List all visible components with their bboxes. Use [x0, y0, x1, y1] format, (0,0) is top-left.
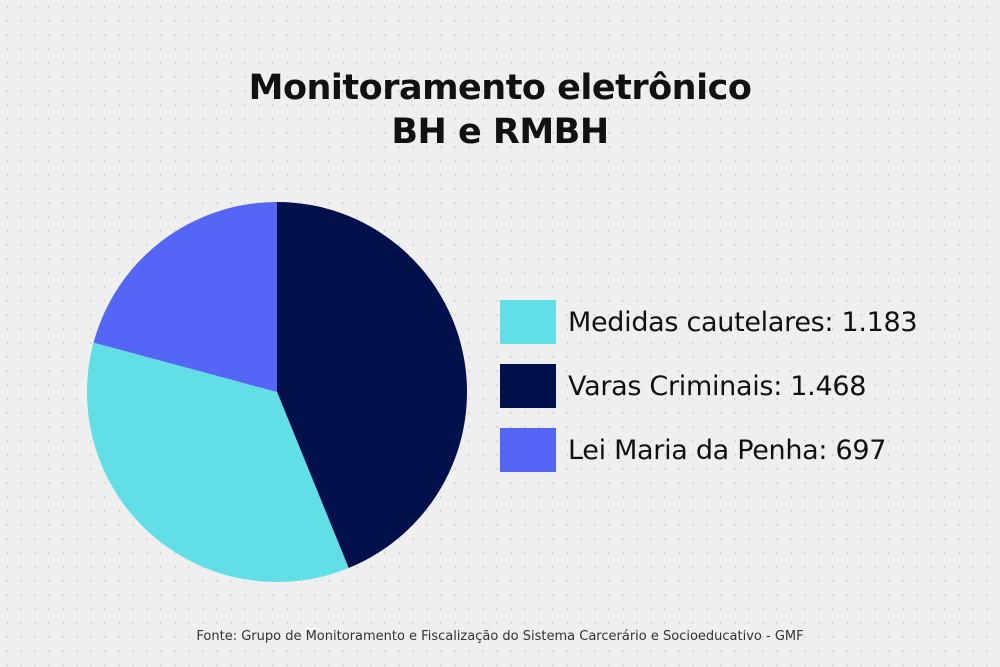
legend-item-lei-maria-da-penha: Lei Maria da Penha: 697 [500, 428, 980, 472]
chart-title-line-2: BH e RMBH [391, 112, 609, 152]
chart-title-line-1: Monitoramento eletrônico [248, 68, 752, 108]
pie-slice-medidas-cautelares [86, 342, 349, 582]
legend-label-lei-maria-da-penha: Lei Maria da Penha: 697 [568, 434, 887, 466]
legend-item-varas-criminais: Varas Criminais: 1.468 [500, 364, 980, 408]
legend-swatch-lei-maria-da-penha [500, 428, 556, 472]
pie-slice-lei-maria-da-penha [93, 202, 277, 392]
legend-item-medidas-cautelares: Medidas cautelares: 1.183 [500, 300, 980, 344]
pie-chart [86, 202, 468, 582]
chart-title: Monitoramento eletrônico BH e RMBH [0, 66, 1000, 154]
legend-swatch-medidas-cautelares [500, 300, 556, 344]
legend-swatch-varas-criminais [500, 364, 556, 408]
legend-label-medidas-cautelares: Medidas cautelares: 1.183 [568, 306, 918, 338]
pie-slice-varas-criminais [277, 202, 468, 568]
source-note: Fonte: Grupo de Monitoramento e Fiscaliz… [196, 629, 804, 644]
legend: Medidas cautelares: 1.183 Varas Criminai… [500, 300, 980, 492]
legend-label-varas-criminais: Varas Criminais: 1.468 [568, 370, 867, 402]
